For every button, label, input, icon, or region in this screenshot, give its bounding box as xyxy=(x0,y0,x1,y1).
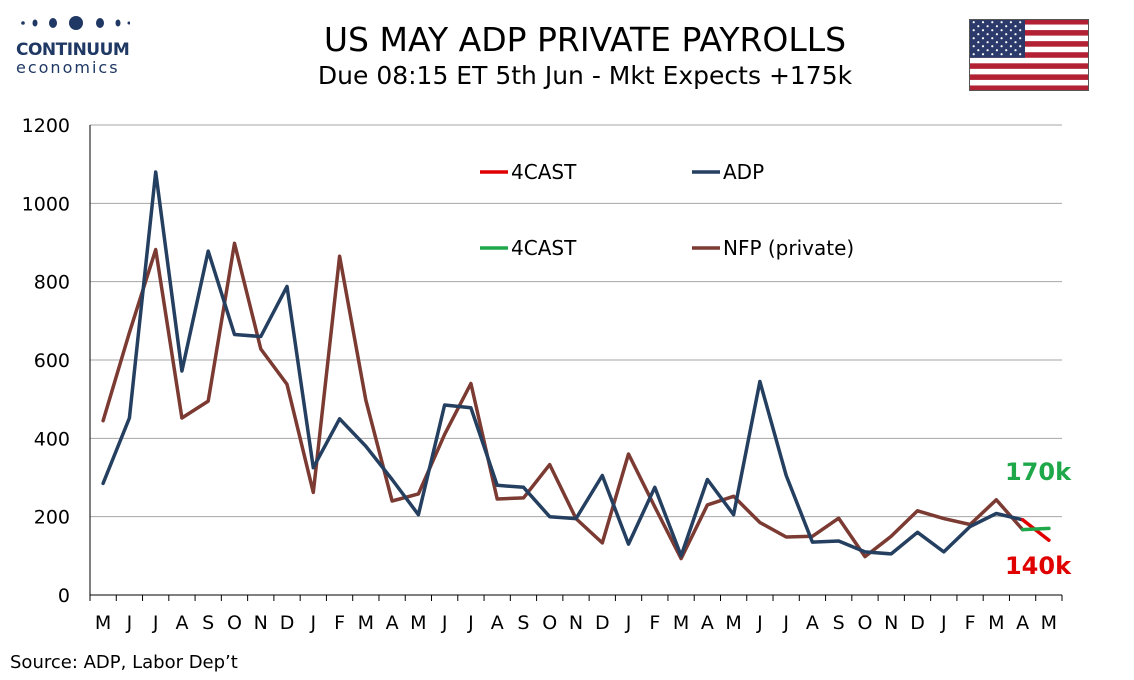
forecast-annotation: 170k xyxy=(1005,458,1072,486)
x-tick-label: J xyxy=(625,612,632,634)
us-flag-icon xyxy=(969,19,1089,91)
x-tick-label: J xyxy=(756,612,763,634)
y-tick-label: 1000 xyxy=(22,193,70,215)
x-tick-label: J xyxy=(152,612,159,634)
x-tick-label: J xyxy=(309,612,316,634)
y-tick-label: 400 xyxy=(34,428,70,450)
y-tick-label: 800 xyxy=(34,272,70,294)
source-note: Source: ADP, Labor Dep’t xyxy=(10,652,238,673)
x-tick-label: M xyxy=(725,612,741,634)
x-tick-label: S xyxy=(517,612,529,634)
x-tick-label: J xyxy=(467,612,474,634)
x-tick-label: F xyxy=(649,612,660,634)
x-tick-label: M xyxy=(95,612,111,634)
forecast-nfp-line xyxy=(1020,526,1051,532)
x-tick-label: J xyxy=(441,612,448,634)
forecast-annotation: 140k xyxy=(1005,552,1072,580)
x-tick-label: D xyxy=(595,612,610,634)
x-tick-label: F xyxy=(334,612,345,634)
x-tick-label: D xyxy=(910,612,925,634)
x-tick-label: N xyxy=(884,612,898,634)
x-tick-label: M xyxy=(358,612,374,634)
x-tick-label: M xyxy=(1041,612,1057,634)
y-tick-label: 600 xyxy=(34,350,70,372)
x-tick-label: A xyxy=(386,612,399,634)
x-tick-label: O xyxy=(857,612,872,634)
logo-dots-icon xyxy=(21,16,130,30)
x-tick-label: N xyxy=(254,612,268,634)
logo-subtitle: economics xyxy=(16,58,120,77)
x-tick-label: A xyxy=(175,612,188,634)
chart-subtitle: Due 08:15 ET 5th Jun - Mkt Expects +175k xyxy=(317,61,853,90)
x-tick-label: F xyxy=(965,612,976,634)
x-tick-label: M xyxy=(410,612,426,634)
chart-title: US MAY ADP PRIVATE PAYROLLS xyxy=(323,20,847,59)
logo-name: CONTINUUM xyxy=(16,40,130,60)
x-tick-label: M xyxy=(988,612,1004,634)
x-tick-label: A xyxy=(806,612,819,634)
x-tick-label: S xyxy=(833,612,845,634)
x-tick-label: A xyxy=(491,612,504,634)
x-tick-label: M xyxy=(673,612,689,634)
x-tick-label: A xyxy=(1016,612,1029,634)
x-tick-label: N xyxy=(569,612,583,634)
legend-label: 4CAST xyxy=(511,236,577,260)
x-tick-label: O xyxy=(227,612,242,634)
x-tick-label: O xyxy=(542,612,557,634)
legend-label: NFP (private) xyxy=(723,236,854,260)
y-tick-label: 200 xyxy=(34,507,70,529)
nfp-private-line xyxy=(101,241,1025,561)
x-tick-label: D xyxy=(280,612,295,634)
legend-label: ADP xyxy=(723,160,764,184)
x-tick-label: A xyxy=(701,612,714,634)
legend-label: 4CAST xyxy=(511,160,577,184)
y-tick-label: 1200 xyxy=(22,115,70,137)
x-tick-label: J xyxy=(126,612,133,634)
y-tick-label: 0 xyxy=(58,585,70,607)
continuum-logo: CONTINUUM economics xyxy=(14,14,134,77)
adp-line xyxy=(101,170,1025,558)
x-tick-label: J xyxy=(782,612,789,634)
x-tick-label: J xyxy=(940,612,947,634)
x-tick-label: S xyxy=(202,612,214,634)
